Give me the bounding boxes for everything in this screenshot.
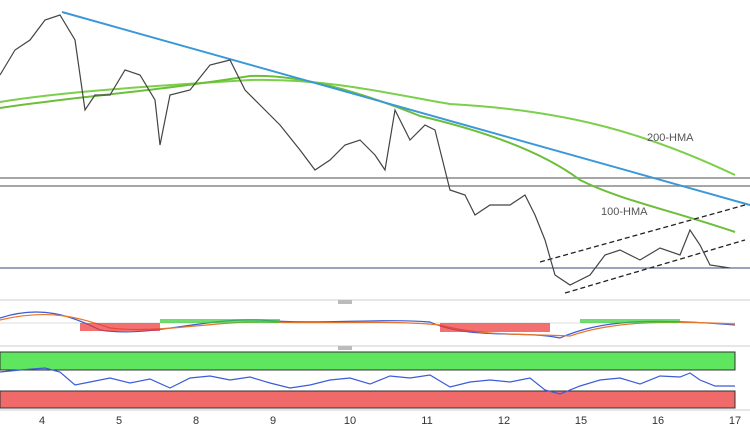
histogram-negative xyxy=(80,323,160,331)
annotation: 200-HMA xyxy=(647,132,694,144)
x-tick-label: 5 xyxy=(116,415,122,427)
x-tick-label: 4 xyxy=(39,415,45,427)
x-tick-label: 17 xyxy=(729,415,741,427)
rsi-line xyxy=(0,367,735,395)
channel-line xyxy=(539,204,746,263)
x-tick-label: 9 xyxy=(270,415,276,427)
oversold-zone xyxy=(0,390,736,409)
panel-handle xyxy=(338,300,352,304)
overbought-zone xyxy=(0,351,736,371)
hma-200 xyxy=(0,78,736,176)
channel-line xyxy=(564,239,746,294)
hma-100 xyxy=(0,74,736,233)
panel-handle xyxy=(338,346,352,350)
price-line xyxy=(0,14,731,286)
x-tick-label: 11 xyxy=(421,415,432,427)
x-tick-label: 16 xyxy=(652,415,664,427)
histogram-positive xyxy=(580,319,680,323)
trend-line xyxy=(61,11,750,206)
x-tick-label: 15 xyxy=(575,415,587,427)
annotation: 100-HMA xyxy=(601,206,648,218)
histogram-negative xyxy=(440,323,550,332)
x-axis-labels: 4 5 8 9 10 11 12 15 16 17 xyxy=(39,415,741,427)
histogram-positive xyxy=(160,319,280,323)
x-tick-label: 10 xyxy=(344,415,356,427)
price-panel xyxy=(0,0,750,298)
x-tick-label: 8 xyxy=(193,415,199,427)
x-tick-label: 12 xyxy=(498,415,510,427)
